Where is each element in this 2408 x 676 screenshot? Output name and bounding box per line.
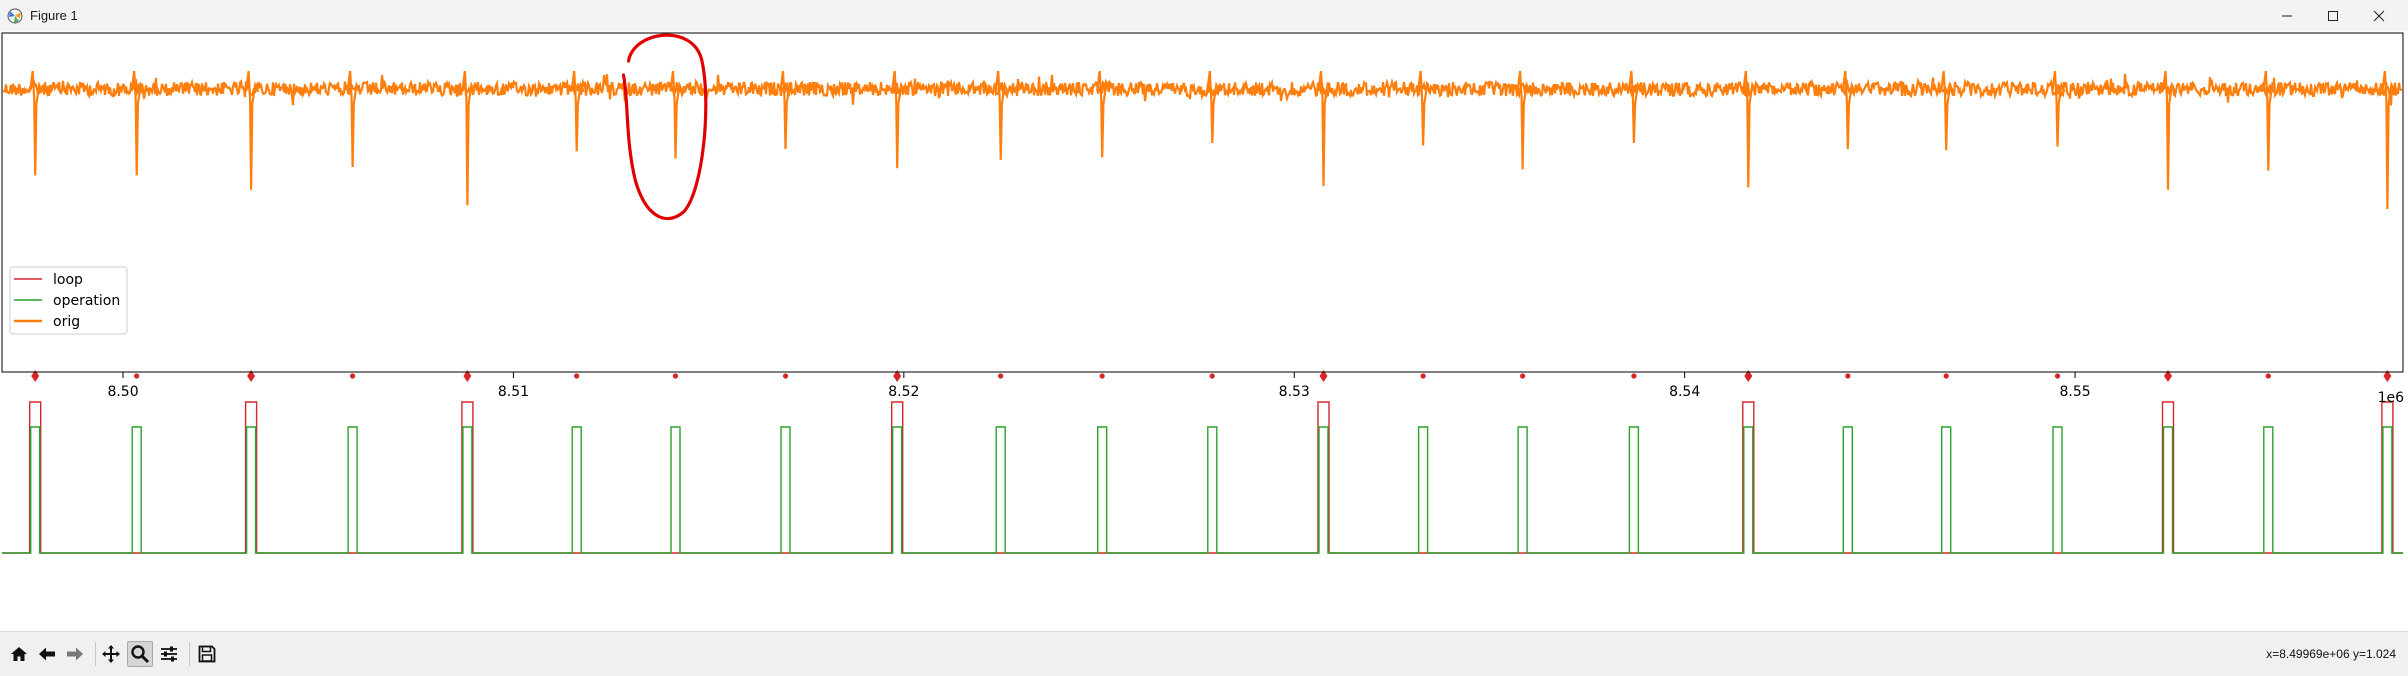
orig-baseline-trace — [2, 73, 2403, 106]
x-tick-label: 8.50 — [107, 384, 138, 400]
orig-spike — [1417, 70, 1432, 146]
diamond-marker — [893, 370, 902, 382]
home-icon — [11, 647, 27, 661]
dot-marker — [1520, 373, 1526, 379]
dot-marker — [782, 373, 789, 379]
orig-spike — [1940, 70, 1955, 151]
diamond-marker — [1319, 370, 1328, 382]
markers-group — [31, 370, 2392, 382]
orig-spike — [346, 70, 361, 168]
toolbar-separator — [189, 642, 190, 666]
legend[interactable]: loop operation orig — [9, 266, 128, 335]
hand-drawn-annotation-loop — [621, 33, 708, 221]
dot-marker — [1631, 373, 1637, 379]
window-titlebar: Figure 1 — [0, 0, 2408, 32]
orig-spike — [1742, 70, 1757, 188]
orig-spike — [1516, 70, 1531, 170]
window-title: Figure 1 — [30, 8, 78, 23]
configure-subplots-button[interactable] — [156, 641, 182, 667]
plot-svg[interactable]: 8.50 8.51 8.52 8.53 8.54 8.55 1e6 loop operat… — [0, 31, 2408, 631]
matplotlib-app-icon — [7, 8, 23, 24]
orig-spike — [2262, 70, 2277, 171]
diamond-marker — [2383, 370, 2392, 382]
legend-label-loop: loop — [53, 272, 83, 288]
orig-spike — [2161, 70, 2177, 190]
axes-frame — [1, 32, 2404, 373]
dot-marker — [134, 373, 140, 379]
save-button[interactable] — [194, 641, 220, 667]
zoom-button[interactable] — [127, 641, 153, 667]
diamond-marker — [247, 370, 256, 382]
close-icon — [2373, 10, 2385, 21]
dot-marker — [2265, 373, 2271, 379]
save-floppy-icon — [198, 645, 216, 663]
maximize-button[interactable] — [2310, 0, 2356, 31]
series-orig-group — [2, 70, 2403, 210]
orig-spike — [1317, 70, 1332, 187]
loop-pulse-trace — [2, 401, 2403, 554]
x-axis-ticks: 8.50 8.51 8.52 8.53 8.54 8.55 — [107, 372, 2091, 400]
orig-spike — [1206, 70, 1221, 144]
dot-marker — [1943, 373, 1949, 379]
toolbar-separator — [95, 642, 96, 666]
orig-spike — [2381, 70, 2396, 210]
dot-marker — [1845, 373, 1851, 379]
minimize-button[interactable] — [2264, 0, 2310, 31]
navigation-toolbar: x=8.49969e+06 y=1.024 — [0, 631, 2408, 676]
dot-marker — [1099, 373, 1105, 379]
series-loop-group — [2, 401, 2403, 554]
close-button[interactable] — [2356, 0, 2402, 31]
dot-marker — [1420, 373, 1426, 379]
forward-button[interactable] — [62, 641, 88, 667]
orig-spike — [1096, 70, 1111, 158]
operation-pulse-trace — [2, 426, 2403, 554]
coordinate-readout: x=8.49969e+06 y=1.024 — [2266, 647, 2396, 661]
back-arrow-icon — [39, 647, 55, 661]
annotation-group — [621, 33, 708, 221]
dot-marker — [1209, 373, 1215, 379]
pan-move-icon — [102, 645, 120, 663]
orig-spike — [1627, 70, 1642, 144]
figure-canvas[interactable]: 8.50 8.51 8.52 8.53 8.54 8.55 1e6 loop operat… — [0, 31, 2408, 631]
dot-marker — [998, 373, 1004, 379]
x-tick-label: 8.52 — [888, 384, 919, 400]
legend-box — [9, 266, 128, 335]
x-axis-offset-label: 1e6 — [2378, 390, 2405, 406]
dot-marker — [349, 373, 356, 379]
diamond-marker — [2163, 370, 2172, 382]
orig-spike — [779, 70, 794, 150]
back-button[interactable] — [34, 641, 60, 667]
diamond-marker — [31, 370, 40, 382]
orig-spike — [669, 70, 684, 159]
legend-label-operation: operation — [53, 293, 120, 309]
configure-subplots-icon — [161, 646, 177, 662]
x-tick-label: 8.51 — [498, 384, 529, 400]
orig-spike — [994, 70, 1009, 160]
orig-spike — [891, 70, 906, 169]
orig-spike — [461, 70, 476, 206]
home-button[interactable] — [6, 641, 32, 667]
zoom-magnifier-icon — [131, 645, 150, 664]
orig-spike — [130, 70, 145, 176]
orig-spike — [1841, 70, 1856, 150]
x-tick-label: 8.54 — [1669, 384, 1700, 400]
x-tick-label: 8.55 — [2059, 384, 2090, 400]
legend-label-orig: orig — [53, 314, 80, 330]
dot-marker — [574, 373, 580, 379]
maximize-icon — [2328, 10, 2338, 21]
dot-marker — [2054, 373, 2061, 379]
orig-spike — [570, 70, 585, 152]
x-tick-label: 8.53 — [1279, 384, 1310, 400]
series-operation-group — [2, 426, 2403, 554]
minimize-icon — [2282, 15, 2292, 16]
orig-spike — [245, 70, 260, 190]
orig-spike — [29, 70, 44, 176]
diamond-marker — [463, 370, 472, 382]
diamond-marker — [1744, 370, 1753, 382]
orig-spike — [2051, 70, 2066, 147]
forward-arrow-icon — [67, 647, 83, 661]
pan-button[interactable] — [98, 641, 124, 667]
dot-marker — [672, 373, 679, 379]
